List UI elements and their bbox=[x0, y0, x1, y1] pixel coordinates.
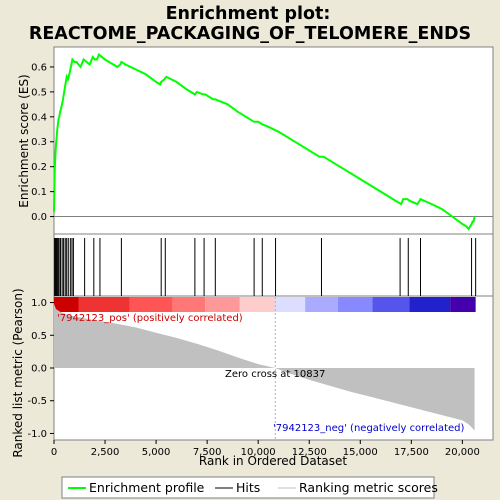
x-tick-label: 5,000 bbox=[142, 447, 171, 458]
es-y-tick-label: 0.5 bbox=[31, 87, 47, 98]
legend-label-metric: Ranking metric scores bbox=[299, 480, 438, 495]
es-y-tick-label: 0.3 bbox=[31, 137, 47, 148]
rank-color-segment bbox=[305, 297, 338, 312]
rank-color-segment bbox=[172, 297, 206, 312]
es-y-tick-label: 0.1 bbox=[31, 187, 47, 198]
rank-color-segment bbox=[274, 297, 306, 312]
x-axis-label: Rank in Ordered Dataset bbox=[199, 454, 347, 468]
rank-color-segment bbox=[337, 297, 373, 312]
x-tick-label: 10,000 bbox=[241, 447, 276, 458]
enrichment-profile-line bbox=[53, 52, 476, 231]
zero-cross-annotation: Zero cross at 10837 bbox=[225, 369, 325, 380]
rank-color-segment bbox=[372, 297, 410, 312]
metric-y-tick-label: 0.5 bbox=[31, 331, 47, 342]
rank-color-segment bbox=[450, 297, 476, 312]
metric-y-tick-label: 0.0 bbox=[31, 364, 47, 375]
chart-title-line-2: REACTOME_PACKAGING_OF_TELOMERE_ENDS bbox=[29, 24, 471, 44]
es-y-axis-label: Enrichment score (ES) bbox=[17, 74, 31, 207]
legend-box bbox=[61, 476, 435, 499]
rank-color-segment bbox=[409, 297, 451, 312]
metric-y-axis-label: Ranked list metric (Pearson) bbox=[11, 288, 25, 457]
negative-annotation: '7942123_neg' (negatively correlated) bbox=[273, 423, 464, 434]
legend-label-enrichment: Enrichment profile bbox=[89, 480, 205, 495]
metric-area bbox=[54, 297, 475, 440]
hits-panel bbox=[53, 233, 494, 297]
es-plot bbox=[53, 52, 493, 231]
es-y-tick-label: 0.2 bbox=[31, 162, 47, 173]
es-y-tick-label: 0.4 bbox=[31, 112, 47, 123]
legend-label-hits: Hits bbox=[236, 480, 260, 495]
es-panel bbox=[53, 46, 494, 235]
metric-y-tick-label: -0.5 bbox=[27, 396, 47, 407]
ranking-metric-area bbox=[54, 303, 475, 431]
axes: 0.0 0.1 0.2 0.3 0.4 0.5 0.6 -1.0 -0.5 0.0 0.5 1.0 0 2… bbox=[27, 62, 479, 458]
x-tick-label: 7,500 bbox=[193, 447, 222, 458]
es-y-tick-label: 0.0 bbox=[31, 212, 47, 223]
metric-y-tick-label: 1.0 bbox=[31, 298, 47, 309]
x-tick-label: 12,500 bbox=[292, 447, 327, 458]
metric-y-tick-label: -1.0 bbox=[27, 429, 47, 440]
positive-annotation: '7942123_pos' (positively correlated) bbox=[57, 313, 243, 324]
hit-markers bbox=[54, 238, 477, 296]
es-y-tick-label: 0.6 bbox=[31, 62, 47, 73]
rank-color-segment bbox=[54, 297, 79, 312]
chart-title-line-1: Enrichment plot: bbox=[166, 4, 331, 24]
x-tick-label: 17,500 bbox=[394, 447, 429, 458]
x-tick-label: 2,500 bbox=[91, 447, 120, 458]
x-tick-label: 20,000 bbox=[445, 447, 480, 458]
x-tick-label: 15,000 bbox=[343, 447, 378, 458]
rank-color-segment bbox=[205, 297, 240, 312]
x-tick-label: 0 bbox=[51, 447, 57, 458]
rank-color-segment bbox=[239, 297, 275, 312]
rank-color-segment bbox=[78, 297, 130, 312]
rank-color-bar bbox=[54, 297, 476, 312]
rank-color-segment bbox=[129, 297, 173, 312]
